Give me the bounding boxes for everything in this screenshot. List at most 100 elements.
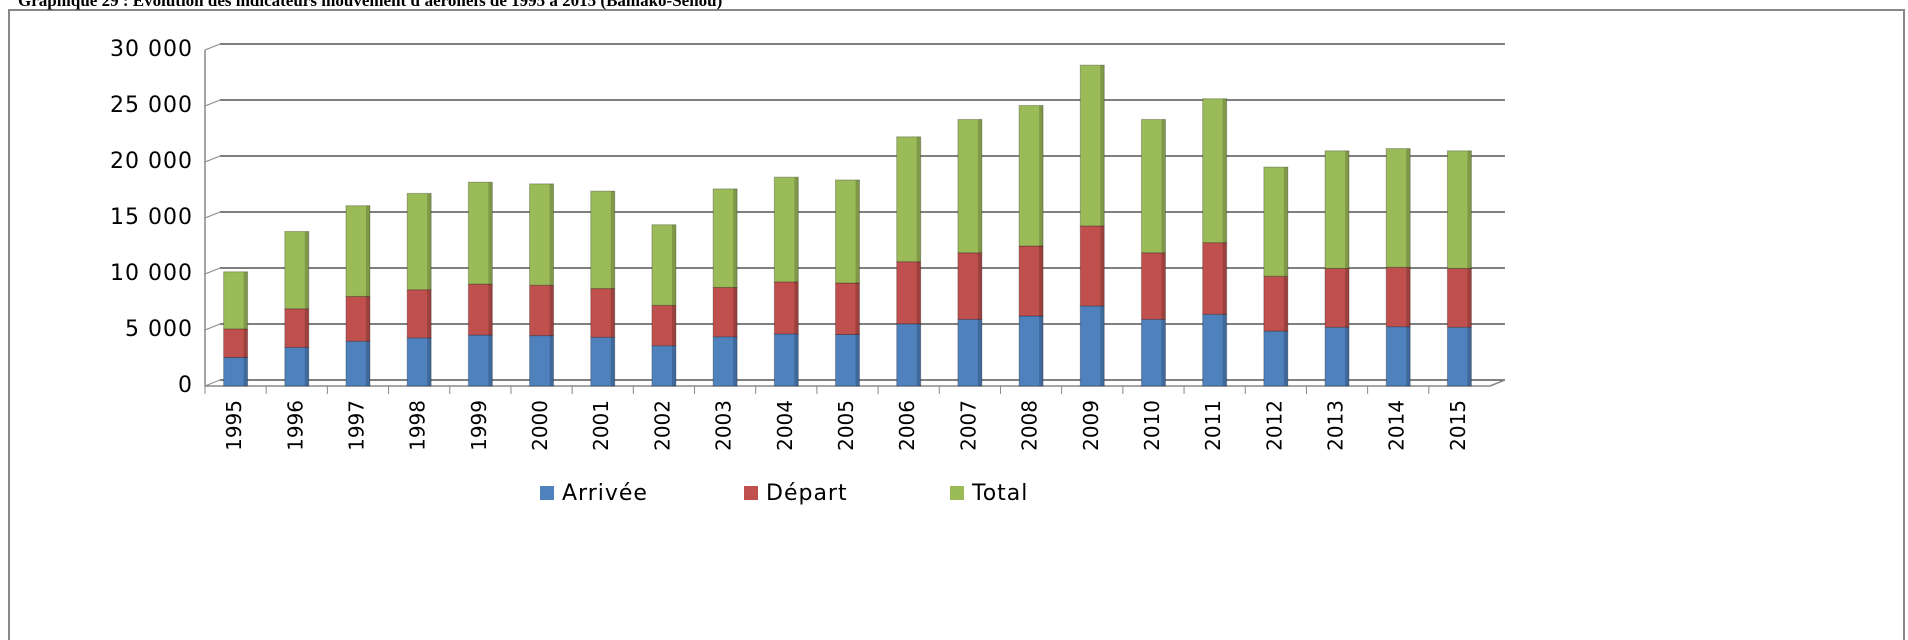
bar-segment (1202, 313, 1228, 387)
bar-side (855, 334, 860, 386)
bar-segment (957, 118, 983, 254)
bar-side (610, 191, 615, 289)
bar-side (1283, 167, 1288, 277)
bar-segment (467, 283, 493, 336)
bar-segment (223, 271, 249, 330)
bar-segment (773, 281, 799, 335)
y-tick-label: 20 000 (110, 149, 193, 174)
bar-side (855, 179, 860, 283)
bar-side (304, 347, 309, 386)
bar-segment (651, 224, 677, 306)
bar-segment (406, 337, 432, 387)
y-tick-label: 15 000 (110, 205, 193, 230)
bar-side (427, 289, 432, 338)
bar-segment (467, 334, 493, 387)
bar-side (1345, 268, 1350, 328)
bar-side (1406, 148, 1411, 268)
x-tick-label: 2000 (528, 400, 552, 451)
grid-slant (204, 43, 221, 51)
legend-label: Arrivée (562, 481, 648, 506)
bar-side (243, 357, 248, 386)
bar-side (733, 287, 738, 337)
bar-side (916, 261, 921, 324)
bar-segment (1263, 166, 1289, 277)
chart-frame (8, 9, 1905, 640)
bar-side (1467, 327, 1472, 386)
x-axis-slant (1489, 379, 1506, 387)
bar-segment (957, 252, 983, 320)
bar-segment (529, 284, 555, 337)
bar-side (1345, 327, 1350, 386)
bar-side (794, 281, 799, 334)
y-tick-label: 30 000 (110, 37, 193, 62)
x-tick-label: 1995 (222, 400, 246, 451)
bar-segment (406, 192, 432, 291)
bar-side (1222, 314, 1227, 386)
y-tick-label: 10 000 (110, 261, 193, 286)
bar-side (549, 183, 554, 286)
bar-side (365, 205, 370, 297)
bar-side (1039, 105, 1044, 246)
bar-segment (712, 336, 738, 387)
x-tick-label: 2010 (1140, 400, 1164, 451)
legend-swatch (950, 486, 964, 500)
y-tick-label: 0 (178, 373, 193, 398)
x-tick-label: 2011 (1201, 400, 1225, 451)
bar-segment (1385, 148, 1411, 268)
chart-title: Graphique 29 : Évolution des indicateurs… (18, 0, 722, 10)
legend-label: Total (971, 481, 1028, 506)
x-tick-label: 1998 (406, 400, 430, 451)
y-tick-label: 25 000 (110, 93, 193, 118)
bar-segment (1324, 150, 1350, 269)
bar-side (1161, 119, 1166, 253)
bar-side (1161, 252, 1166, 320)
bar-side (610, 288, 615, 338)
bar-side (243, 271, 248, 329)
bar-side (855, 282, 860, 335)
y-tick-label: 5 000 (125, 317, 193, 342)
bar-segment (1079, 305, 1105, 387)
bar-segment (1263, 330, 1289, 387)
bar-segment (712, 188, 738, 288)
bar-side (794, 177, 799, 282)
bar-side (1100, 65, 1105, 226)
x-tick-label: 2012 (1262, 400, 1286, 451)
bar-side (977, 319, 982, 386)
x-tick-label: 2004 (773, 400, 797, 451)
bar-side (671, 345, 676, 386)
bar-side (610, 337, 615, 386)
bar-segment (1324, 326, 1350, 387)
bar-side (671, 305, 676, 346)
bar-side (549, 335, 554, 386)
bar-segment (651, 304, 677, 347)
bar-segment (284, 230, 310, 310)
bar-side (1222, 242, 1227, 315)
bar-side (916, 323, 921, 386)
bar-segment (1140, 118, 1166, 254)
bar-segment (1446, 150, 1472, 269)
bar-segment (345, 340, 371, 387)
bar-side (365, 296, 370, 342)
bar-segment (1446, 267, 1472, 328)
bar-segment (896, 261, 922, 325)
bar-segment (529, 335, 555, 387)
bar-segment (835, 333, 860, 387)
bar-side (671, 224, 676, 306)
bar-segment (1202, 98, 1228, 244)
grid-slant (204, 211, 221, 219)
bar-side (243, 328, 248, 358)
bar-side (1100, 225, 1105, 306)
bar-segment (284, 308, 310, 348)
bar-side (916, 136, 921, 262)
x-tick-label: 2006 (895, 400, 919, 451)
bar-side (365, 341, 370, 386)
bar-side (733, 188, 738, 288)
bar-side (733, 336, 738, 386)
bar-side (488, 335, 493, 386)
grid-slant (204, 267, 221, 275)
bar-side (1406, 326, 1411, 386)
bar-segment (1140, 252, 1166, 320)
x-tick-label: 2008 (1018, 400, 1042, 451)
bar-segment (773, 333, 799, 387)
x-tick-label: 2003 (712, 400, 736, 451)
